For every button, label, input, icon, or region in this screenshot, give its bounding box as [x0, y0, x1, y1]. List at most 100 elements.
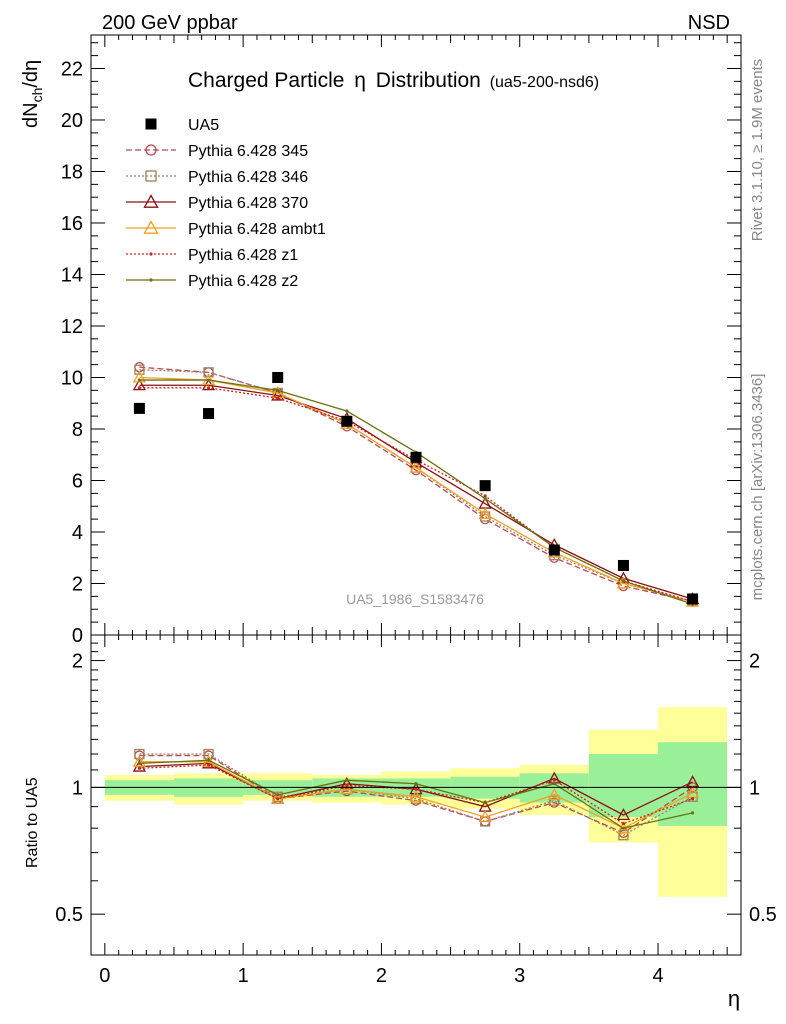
- legend-label-4: Pythia 6.428 z1: [188, 247, 298, 264]
- legend-label-3: Pythia 6.428 ambt1: [188, 221, 326, 238]
- series-1-ratio-point: [618, 830, 629, 841]
- header-right-label: NSD: [688, 12, 730, 34]
- legend-marker-2: [143, 194, 159, 208]
- legend-ua5-marker: [145, 118, 157, 130]
- series-5-main-point: [137, 378, 142, 382]
- series-5-ratio-point: [552, 782, 556, 786]
- main-y-tick-label: 20: [61, 110, 83, 132]
- legend-label-5: Pythia 6.428 z2: [188, 273, 298, 290]
- series-4-ratio-point: [345, 783, 349, 788]
- series-2-ratio-point: [616, 808, 631, 821]
- series-5-main-point: [206, 378, 211, 382]
- series-4-main-line: [139, 387, 693, 603]
- series-1-ratio-line: [139, 753, 693, 836]
- series-3-ratio-point: [132, 754, 147, 767]
- series-4-ratio-point: [206, 763, 211, 767]
- main-y-tick-label: 22: [61, 58, 83, 80]
- series-5-ratio-point: [345, 778, 349, 782]
- series-2-main-line: [139, 384, 693, 600]
- series-5-ratio-point: [414, 782, 418, 786]
- main-y-tick-label: 8: [72, 419, 83, 441]
- x-tick-label: 3: [514, 965, 525, 987]
- ua5-data-point: [272, 371, 284, 383]
- ratio-y-tick-label-right: 0.5: [749, 904, 777, 926]
- series-1-ratio-point: [134, 748, 145, 760]
- main-y-tick-label: 12: [61, 316, 83, 338]
- series-4-main-point: [206, 386, 211, 390]
- main-y-label-base: dN: [20, 102, 42, 128]
- series-5-ratio-point: [276, 793, 280, 797]
- analysis-watermark: UA5_1986_S1583476: [346, 591, 484, 607]
- legend-marker-4: [149, 252, 153, 256]
- series-5-ratio-point: [206, 758, 211, 762]
- series-3-ratio-line: [139, 761, 693, 829]
- main-y-label-sub: ch: [29, 88, 45, 103]
- main-y-tick-label: 14: [61, 264, 83, 286]
- legend-marker-3: [143, 220, 159, 234]
- series-4-ratio-point: [552, 778, 556, 782]
- legend-marker-0: [145, 144, 157, 156]
- main-y-tick-label: 0: [72, 625, 83, 647]
- x-tick-label: 4: [652, 965, 663, 987]
- series-5-ratio-point: [690, 811, 695, 815]
- series-3-ratio-point: [409, 789, 423, 802]
- ratio-series-lines: [132, 748, 700, 841]
- axes: [90, 34, 742, 956]
- series-5-main-point: [621, 579, 626, 583]
- legend: UA5 Pythia 6.428 345 Pythia 6.428 346 Pythi…: [126, 117, 326, 290]
- main-y-tick-label: 6: [72, 470, 83, 492]
- legend-label-1: Pythia 6.428 346: [188, 169, 308, 186]
- mcplots-credit-label: mcplots.cern.ch [arXiv:1306.3436]: [749, 374, 766, 601]
- ua5-data-point: [410, 451, 422, 463]
- series-4-main-point: [137, 386, 142, 390]
- series-2-main-point: [271, 388, 285, 401]
- series-3-main-line: [139, 376, 693, 603]
- main-y-label-tail: /dη: [20, 60, 42, 88]
- series-1-main-point: [203, 367, 214, 378]
- series-3-main-point: [132, 370, 147, 383]
- series-3-main-point: [409, 460, 423, 473]
- ratio-plot-frame: [90, 634, 742, 956]
- header-left-label: 200 GeV ppbar: [102, 12, 238, 34]
- series-5-main-point: [483, 496, 487, 501]
- ua5-data-point: [341, 415, 353, 427]
- series-4-ratio-point: [276, 797, 280, 801]
- main-y-tick-label: 16: [61, 213, 83, 235]
- series-1-main-point: [134, 364, 145, 375]
- main-y-tick-label: 4: [72, 522, 83, 544]
- legend-marker-1: [145, 170, 157, 182]
- series-4-ratio-point: [137, 766, 142, 770]
- series-3-main-point: [478, 507, 492, 520]
- ua5-data-point: [548, 544, 560, 556]
- x-tick-label: 0: [99, 965, 110, 987]
- series-4-ratio-point: [621, 822, 626, 826]
- chart-title-tag: (ua5-200-nsd6): [490, 74, 599, 91]
- series-5-ratio-point: [137, 761, 142, 766]
- series-5-main-point: [345, 409, 349, 413]
- series-4-main-point: [483, 494, 487, 498]
- series-3-main-point: [616, 576, 631, 589]
- x-axis-label: η: [728, 986, 740, 1011]
- series-5-ratio-point: [483, 801, 487, 805]
- series-4-ratio-point: [414, 787, 418, 791]
- ua5-data-point: [203, 408, 215, 420]
- ratio-y-tick-label-right: 1: [749, 777, 760, 799]
- series-5-main-point: [276, 388, 280, 392]
- series-1-main-line: [139, 369, 693, 603]
- series-4-ratio-point: [690, 797, 695, 801]
- ua5-data-point: [617, 559, 629, 571]
- main-y-tick-label: 10: [61, 367, 83, 389]
- ratio-y-axis-label: Ratio to UA5: [24, 777, 41, 868]
- x-tick-label: 1: [238, 965, 249, 987]
- chart-title-main: Charged Particle: [188, 69, 344, 92]
- series-0-main-line: [139, 366, 693, 603]
- ua5-data-point: [133, 402, 145, 414]
- main-y-axis-label: dNch/dη: [20, 60, 45, 128]
- ua5-data-point: [687, 593, 699, 605]
- legend-label-0: Pythia 6.428 345: [188, 143, 308, 160]
- legend-ua5-label: UA5: [188, 117, 219, 134]
- x-tick-label: 2: [376, 965, 387, 987]
- series-2-main-point: [616, 571, 631, 584]
